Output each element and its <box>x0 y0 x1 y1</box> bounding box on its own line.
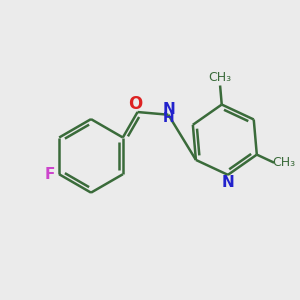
Text: CH₃: CH₃ <box>208 71 232 84</box>
Text: F: F <box>45 167 55 182</box>
Text: O: O <box>128 95 142 113</box>
Text: CH₃: CH₃ <box>272 156 295 169</box>
Text: N: N <box>163 102 175 117</box>
Text: N: N <box>221 175 234 190</box>
Text: H: H <box>163 111 175 125</box>
